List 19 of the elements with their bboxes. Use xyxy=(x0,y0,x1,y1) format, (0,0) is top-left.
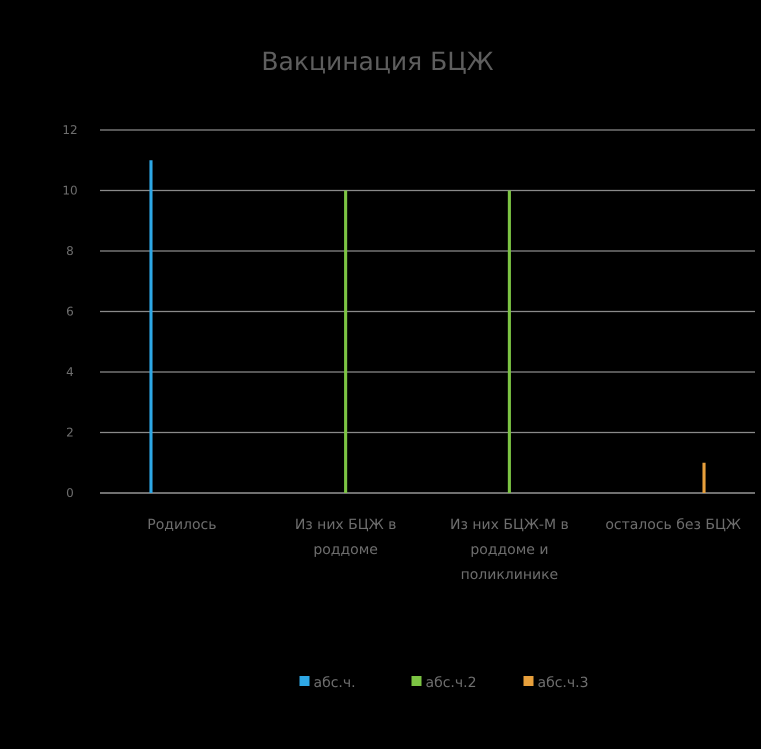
legend-label: абс.ч.2 xyxy=(426,674,476,691)
y-tick-label: 6 xyxy=(66,304,74,319)
bar xyxy=(702,462,706,493)
x-tick-label: Из них БЦЖ в роддоме xyxy=(294,517,396,558)
legend-label: абс.ч.3 xyxy=(538,674,588,691)
bar xyxy=(149,160,153,493)
y-tick-label: 0 xyxy=(66,486,74,500)
y-tick-label: 2 xyxy=(66,426,74,440)
y-tick-label: 8 xyxy=(66,244,74,258)
y-tick-label: 12 xyxy=(62,123,78,138)
x-tick-label: осталось без БЦЖ xyxy=(605,517,741,533)
x-tick-label: Родилось xyxy=(147,517,216,533)
x-tick-label: Из них БЦЖ-М в роддоме и поликлинике xyxy=(450,517,569,583)
y-tick-label: 10 xyxy=(62,184,78,198)
y-tick-label: 4 xyxy=(66,365,74,380)
chart-title: Вакцинация БЦЖ xyxy=(261,47,494,76)
bar xyxy=(508,190,511,493)
legend-label: абс.ч. xyxy=(314,674,356,691)
bar xyxy=(344,190,348,493)
